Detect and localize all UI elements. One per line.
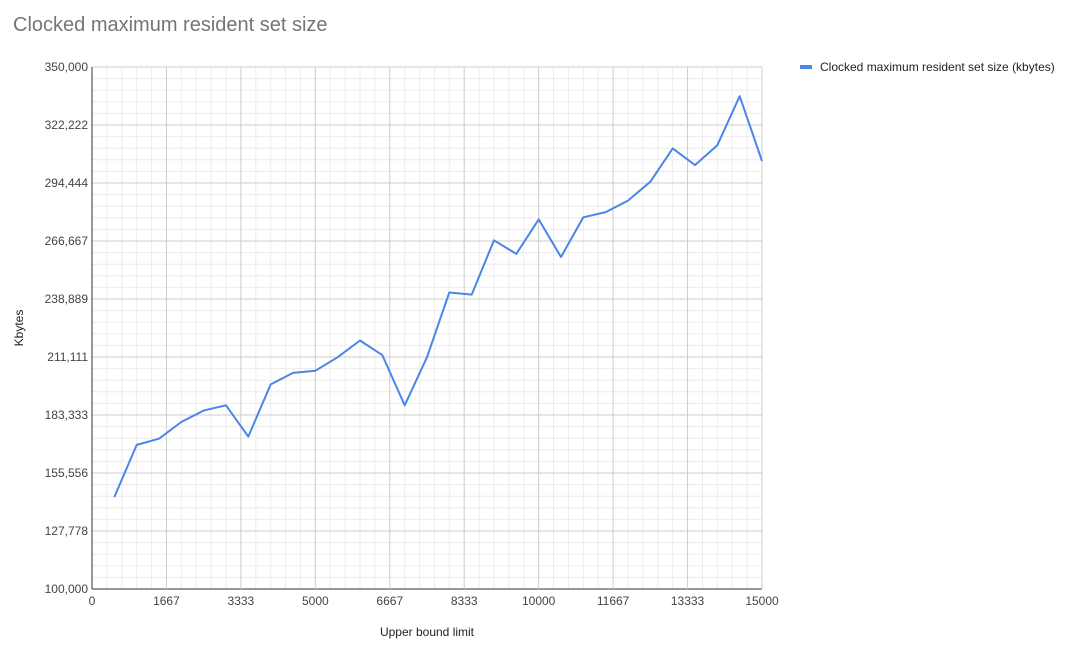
- y-tick-label: 266,667: [45, 234, 89, 248]
- data-point[interactable]: [134, 442, 140, 448]
- data-point[interactable]: [178, 419, 184, 425]
- data-point[interactable]: [201, 407, 207, 413]
- x-tick-label: 3333: [228, 594, 255, 608]
- y-tick-label: 322,222: [45, 118, 89, 132]
- data-point[interactable]: [335, 354, 341, 360]
- y-tick-label: 127,778: [45, 524, 89, 538]
- data-point[interactable]: [580, 214, 586, 220]
- data-point[interactable]: [759, 158, 765, 164]
- data-point[interactable]: [312, 368, 318, 374]
- x-tick-label: 1667: [153, 594, 180, 608]
- x-axis-label: Upper bound limit: [380, 625, 475, 639]
- data-point[interactable]: [402, 402, 408, 408]
- legend-label: Clocked maximum resident set size (kbyte…: [820, 60, 1055, 74]
- data-point[interactable]: [692, 162, 698, 168]
- x-tick-label: 11667: [597, 594, 630, 608]
- data-point[interactable]: [268, 381, 274, 387]
- data-point[interactable]: [603, 209, 609, 215]
- data-point[interactable]: [491, 237, 497, 243]
- data-point[interactable]: [223, 402, 229, 408]
- data-point[interactable]: [156, 436, 162, 442]
- major-gridlines: [91, 66, 763, 590]
- data-point[interactable]: [558, 254, 564, 260]
- minor-gridlines: [92, 67, 762, 589]
- data-point[interactable]: [111, 494, 117, 500]
- x-tick-label: 15000: [745, 594, 779, 608]
- data-point[interactable]: [536, 216, 542, 222]
- data-point[interactable]: [290, 370, 296, 376]
- data-point[interactable]: [625, 198, 631, 204]
- y-tick-label: 238,889: [45, 292, 89, 306]
- data-point[interactable]: [737, 93, 743, 99]
- data-point[interactable]: [245, 434, 251, 440]
- x-tick-label: 0: [89, 594, 96, 608]
- series-line[interactable]: [113, 95, 763, 498]
- chart-title: Clocked maximum resident set size: [13, 14, 328, 36]
- data-point[interactable]: [379, 352, 385, 358]
- y-axis-label: Kbytes: [12, 310, 26, 347]
- data-point[interactable]: [357, 338, 363, 344]
- legend[interactable]: Clocked maximum resident set size (kbyte…: [800, 60, 1055, 74]
- y-tick-label: 294,444: [45, 176, 89, 190]
- series-layer: [111, 93, 765, 500]
- data-point[interactable]: [670, 145, 676, 151]
- y-tick-label: 350,000: [45, 60, 89, 74]
- y-tick-label: 155,556: [45, 466, 89, 480]
- legend-swatch: [800, 65, 812, 69]
- data-point[interactable]: [714, 142, 720, 148]
- data-point[interactable]: [446, 290, 452, 296]
- data-point[interactable]: [513, 251, 519, 257]
- data-point[interactable]: [424, 354, 430, 360]
- y-tick-label: 100,000: [45, 582, 89, 596]
- data-point[interactable]: [647, 179, 653, 185]
- y-tick-label: 211,111: [47, 350, 88, 364]
- x-tick-label: 13333: [671, 594, 705, 608]
- x-tick-label: 6667: [376, 594, 403, 608]
- y-tick-label: 183,333: [45, 408, 89, 422]
- x-axis-ticks: 0 1667 3333 5000 6667 8333 10000 11667 13333 1500…: [89, 594, 779, 608]
- x-tick-label: 10000: [522, 594, 556, 608]
- y-axis-ticks: 100,000 127,778 155,556 183,333 211,111 238,8…: [45, 60, 89, 596]
- x-tick-label: 5000: [302, 594, 329, 608]
- x-tick-label: 8333: [451, 594, 478, 608]
- data-point[interactable]: [469, 292, 475, 298]
